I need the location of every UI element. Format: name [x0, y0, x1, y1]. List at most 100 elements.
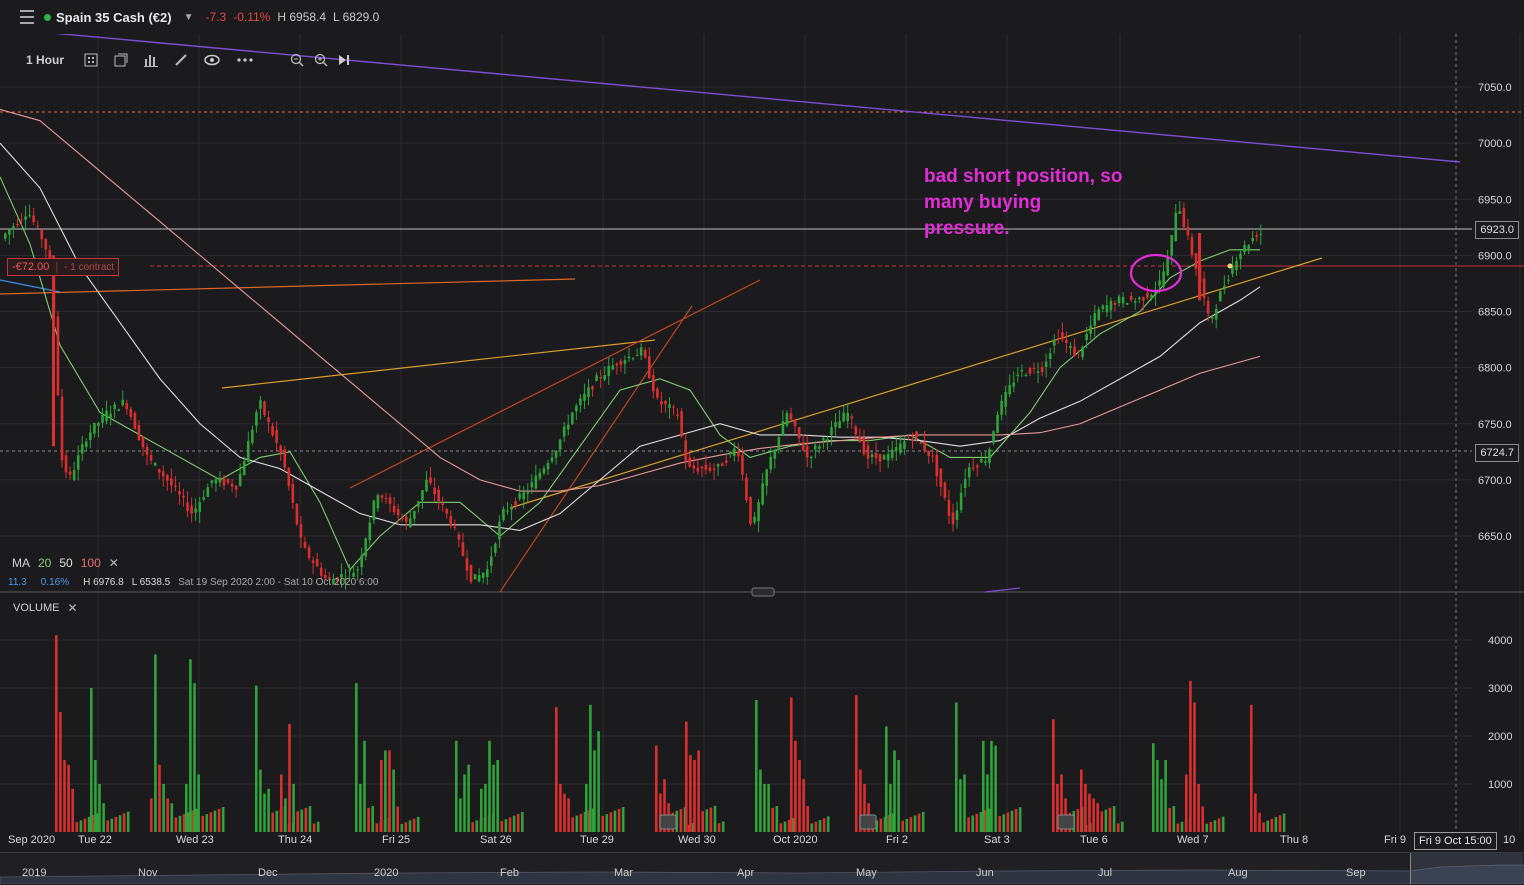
candle-body: [315, 559, 319, 567]
volume-bar: [166, 798, 169, 832]
zoom-out-icon[interactable]: [290, 53, 304, 67]
navigator-window[interactable]: [1410, 853, 1523, 884]
chart-type-icon[interactable]: [84, 53, 98, 67]
trendline-blue[interactable]: [0, 279, 61, 293]
navigator-area: [0, 864, 1524, 884]
candle-body: [465, 558, 469, 571]
volume-bar: [488, 740, 491, 832]
candle-body: [44, 238, 48, 250]
menu-icon[interactable]: [20, 10, 34, 24]
ma-period-50[interactable]: 50: [59, 556, 73, 570]
volume-bar: [1213, 820, 1217, 832]
volume-bar: [1100, 811, 1104, 832]
trendline-red-1[interactable]: [349, 279, 761, 489]
volume-bar: [367, 807, 370, 832]
time-tick-label: Tue 6: [1080, 834, 1108, 846]
candle-body: [4, 233, 7, 239]
ma-period-100[interactable]: 100: [80, 556, 101, 570]
timeframe-button[interactable]: 1 Hour: [26, 53, 65, 67]
candle-body: [558, 439, 562, 450]
candle-body: [797, 427, 801, 439]
candle-body: [664, 400, 667, 405]
candle-body: [992, 431, 995, 444]
candle-body: [1061, 332, 1064, 340]
zoom-in-icon[interactable]: [314, 53, 328, 67]
annotation-text[interactable]: bad short position, so many buying press…: [924, 166, 1123, 239]
session-marker-icon[interactable]: [659, 814, 677, 830]
time-axis[interactable]: Sep 2020 Tue 22 Wed 23 Thu 24 Fri 25 Sat 26 Tu…: [0, 832, 1524, 850]
candle-body: [733, 448, 736, 456]
candle-body: [595, 375, 598, 381]
candle-body: [1235, 261, 1238, 271]
volume-bar: [601, 815, 604, 832]
trendline-orange-flat[interactable]: [0, 278, 576, 295]
session-marker-icon[interactable]: [1057, 814, 1075, 830]
trendline-purple-lower: [984, 587, 1021, 593]
eye-icon[interactable]: [204, 54, 220, 66]
candle-body: [404, 516, 408, 522]
trendline-gold-upper[interactable]: [221, 339, 656, 389]
trendline-gold-rising[interactable]: [509, 257, 1323, 509]
volume-bar: [983, 810, 987, 832]
volume-bar: [814, 821, 818, 832]
volume-bar: [205, 814, 209, 832]
trendline-purple[interactable]: [30, 34, 1461, 163]
candle-body: [186, 502, 189, 512]
candle-body: [502, 508, 505, 521]
candle-body: [166, 475, 169, 481]
candle-body: [1231, 266, 1234, 274]
candle-body: [907, 438, 910, 440]
day-low: L 6829.0: [333, 10, 380, 24]
price-axis[interactable]: 7050.0 7000.0 6950.0 6900.0 6850.0 6800.0 6750…: [1478, 82, 1512, 543]
close-icon[interactable]: ✕: [67, 601, 78, 615]
close-icon[interactable]: ✕: [108, 556, 119, 570]
candle-body: [526, 492, 530, 494]
layout-icon[interactable]: [114, 53, 128, 67]
volume-bar: [575, 815, 579, 832]
volume-bar: [384, 750, 387, 832]
candle-body: [372, 500, 376, 521]
volume-bar: [1164, 760, 1167, 832]
position-tag[interactable]: -€72.00 | - 1 contract: [7, 258, 120, 276]
annotation-circle[interactable]: [1129, 253, 1183, 293]
ma-period-20[interactable]: 20: [38, 556, 52, 570]
candle-body: [955, 510, 959, 520]
candle-body: [550, 457, 554, 462]
indicators-icon[interactable]: [144, 53, 159, 67]
candle-body: [947, 499, 951, 516]
panel-resize-handle[interactable]: [751, 587, 775, 597]
candle-body: [846, 412, 849, 422]
candle-body: [870, 454, 874, 458]
more-icon[interactable]: [236, 57, 254, 63]
volume-bar: [679, 809, 683, 832]
candle-body: [882, 455, 886, 460]
time-navigator[interactable]: 2019 Nov Dec 2020 Feb Mar Apr May Jun Jul Aug Sep: [0, 852, 1524, 885]
ma-legend[interactable]: MA 20 50 100 ✕: [12, 556, 127, 570]
candle-body: [251, 429, 254, 443]
price-chart[interactable]: 7050.0 7000.0 6950.0 6900.0 6850.0 6800.0 6750…: [0, 34, 1524, 852]
skip-to-end-icon[interactable]: [338, 54, 350, 66]
candle-body: [716, 463, 720, 467]
volume-bar: [1266, 820, 1269, 832]
candle-body: [680, 411, 683, 437]
draw-icon[interactable]: [174, 53, 188, 67]
volume-bar: [412, 818, 416, 832]
instrument-name[interactable]: Spain 35 Cash (€2): [56, 9, 172, 25]
chevron-down-icon[interactable]: ▼: [183, 11, 194, 23]
volume-bar: [170, 803, 174, 832]
candle-body: [97, 422, 100, 427]
trendline-red-2[interactable]: [499, 305, 693, 593]
volume-bar: [1258, 812, 1261, 832]
candle-body: [777, 437, 781, 450]
ma-label: MA: [12, 556, 30, 570]
volume-bar: [475, 820, 479, 832]
session-marker-icon[interactable]: [859, 814, 877, 830]
volume-bar: [1156, 760, 1159, 832]
candle-body: [1239, 253, 1242, 260]
volume-bar: [1205, 823, 1209, 832]
volume-bar: [508, 817, 512, 832]
candle-body: [178, 490, 181, 495]
candle-body: [356, 569, 359, 571]
range-info: 11.3 0.16% H 6976.8 L 6538.5 Sat 19 Sep …: [8, 577, 392, 588]
volume-bar: [186, 812, 190, 832]
